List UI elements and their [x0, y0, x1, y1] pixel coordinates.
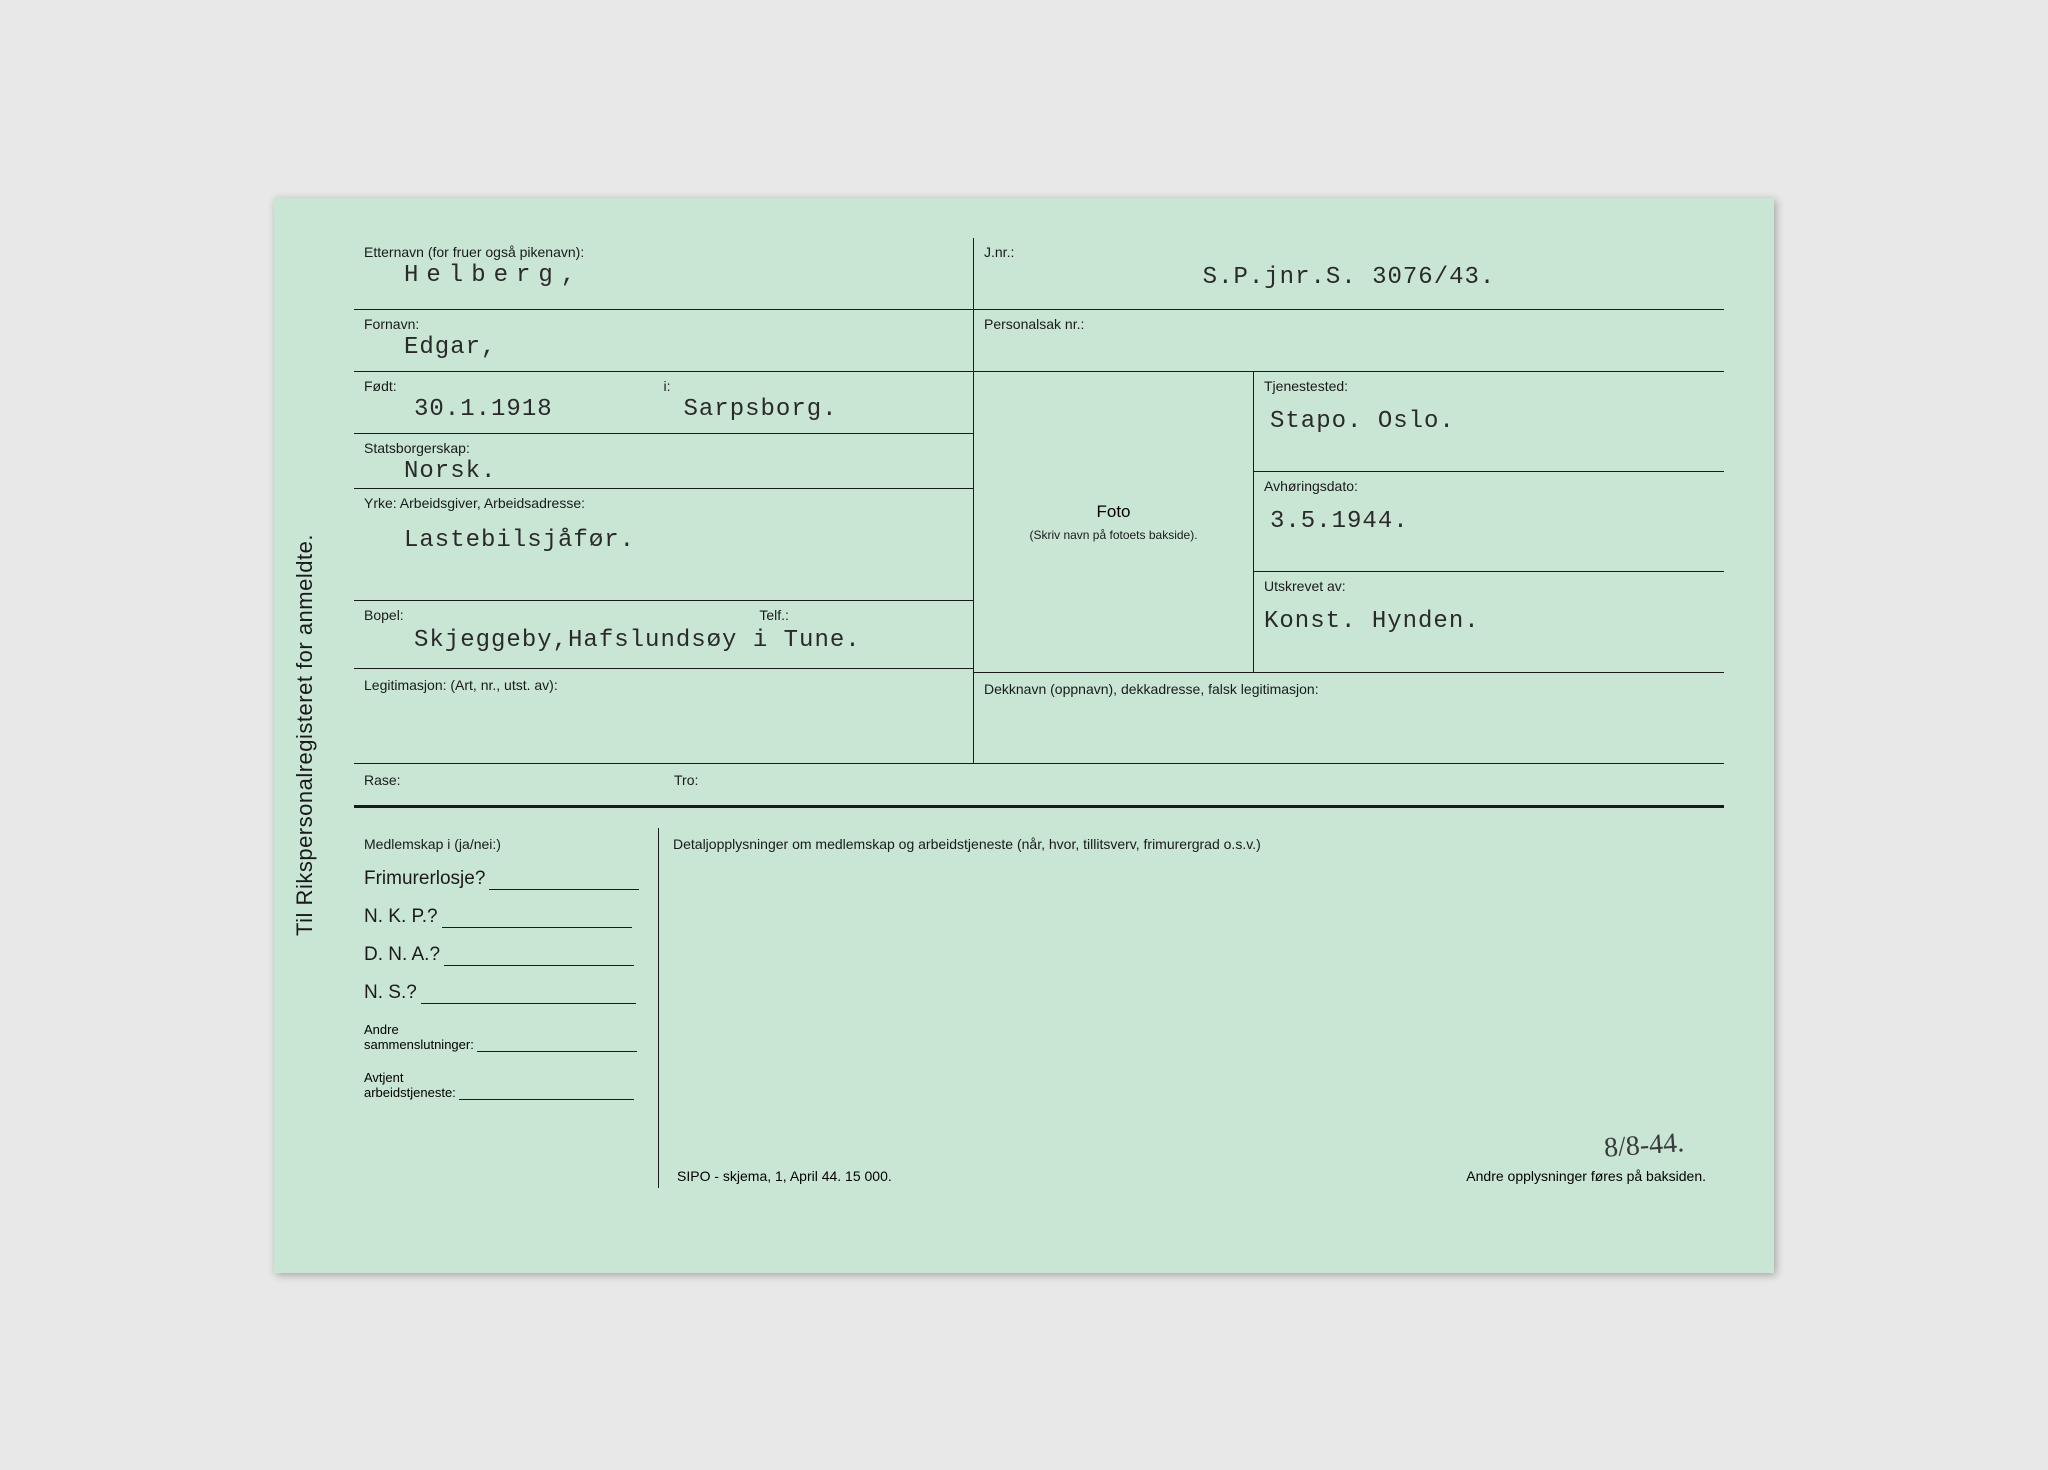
right-wrapper: J.nr.: S.P.jnr.S. 3076/43. Personalsak n… — [974, 238, 1724, 763]
label-fornavn: Fornavn: — [364, 316, 963, 332]
vertical-title: Til Rikspersonalregisteret for anmeldte. — [292, 534, 318, 936]
value-fornavn: Edgar, — [404, 334, 496, 361]
field-dekknavn: Dekknavn (oppnavn), dekkadresse, falsk l… — [974, 673, 1724, 763]
footer-sipo: SIPO - skjema, 1, April 44. 15 000. — [677, 1168, 892, 1184]
label-yrke: Yrke: Arbeidsgiver, Arbeidsadresse: — [364, 495, 963, 511]
field-statsborgerskap: Statsborgerskap: Norsk. — [354, 434, 973, 489]
field-avhoringsdato: Avhøringsdato: 3.5.1944. — [1254, 472, 1724, 572]
label-legitimasjon: Legitimasjon: (Art, nr., utst. av): — [364, 677, 963, 693]
value-etternavn: Helberg, — [404, 262, 583, 289]
label-fodt-i: i: — [664, 378, 964, 394]
value-tjenestested: Stapo. Oslo. — [1270, 408, 1455, 435]
membership-left: Medlemskap i (ja/nei:) Frimurerlosje? N.… — [354, 828, 659, 1188]
value-utskrevet: Konst. Hynden. — [1264, 608, 1480, 635]
label-etternavn: Etternavn (for fruer også pikenavn): — [364, 244, 963, 260]
value-fodt: 30.1.1918 — [414, 396, 553, 423]
field-personalsak: Personalsak nr.: — [974, 310, 1724, 372]
memb-andre-samm: Andre sammenslutninger: — [364, 1022, 648, 1052]
left-column: Etternavn (for fruer også pikenavn): Hel… — [354, 238, 974, 763]
memb-avtjent: Avtjent arbeidstjeneste: — [364, 1070, 648, 1100]
field-jnr: J.nr.: S.P.jnr.S. 3076/43. — [974, 238, 1724, 310]
field-bopel: Bopel: Telf.: Skjeggeby,Hafslundsøy i Tu… — [354, 601, 973, 669]
label-rase: Rase: — [364, 772, 654, 788]
value-fodt-sted: Sarpsborg. — [684, 396, 838, 423]
value-statsborgerskap: Norsk. — [404, 458, 496, 485]
label-utskrevet: Utskrevet av: — [1264, 578, 1714, 594]
label-telf: Telf.: — [759, 607, 963, 623]
label-personalsak: Personalsak nr.: — [984, 316, 1714, 332]
membership-section: Medlemskap i (ja/nei:) Frimurerlosje? N.… — [354, 828, 1724, 1188]
memb-dna: D. N. A.? — [364, 944, 648, 966]
value-jnr: S.P.jnr.S. 3076/43. — [1203, 264, 1496, 291]
label-detalj: Detaljopplysninger om medlemskap og arbe… — [673, 836, 1710, 852]
memb-frimurer: Frimurerlosje? — [364, 868, 648, 890]
label-tro: Tro: — [674, 772, 964, 788]
label-dekknavn: Dekknavn (oppnavn), dekkadresse, falsk l… — [984, 681, 1714, 697]
label-avhoringsdato: Avhøringsdato: — [1264, 478, 1714, 494]
value-bopel: Skjeggeby,Hafslundsøy i Tune. — [414, 627, 861, 654]
field-fodt: Født: 30.1.1918 i: Sarpsborg. — [354, 372, 973, 434]
thick-divider — [354, 805, 1724, 808]
value-avhoringsdato: 3.5.1944. — [1270, 508, 1409, 535]
label-medlemskap: Medlemskap i (ja/nei:) — [364, 836, 648, 852]
label-fodt: Født: — [364, 378, 664, 394]
label-statsborgerskap: Statsborgerskap: — [364, 440, 963, 456]
label-foto: Foto — [1096, 502, 1130, 522]
membership-right: Detaljopplysninger om medlemskap og arbe… — [659, 828, 1724, 1188]
right-column: Tjenestested: Stapo. Oslo. Avhøringsdato… — [1254, 372, 1724, 672]
registration-card: Til Rikspersonalregisteret for anmeldte.… — [274, 198, 1774, 1273]
footer-andre-oppl: Andre opplysninger føres på baksiden. — [1466, 1168, 1706, 1184]
label-bopel: Bopel: — [364, 607, 759, 623]
top-section: Etternavn (for fruer også pikenavn): Hel… — [354, 238, 1724, 763]
label-jnr: J.nr.: — [984, 244, 1714, 260]
field-fornavn: Fornavn: Edgar, — [354, 310, 973, 372]
field-etternavn: Etternavn (for fruer også pikenavn): Hel… — [354, 238, 973, 310]
foto-box: Foto (Skriv navn på fotoets bakside). — [974, 372, 1254, 672]
rase-tro-row: Rase: Tro: — [354, 763, 1724, 805]
field-legitimasjon: Legitimasjon: (Art, nr., utst. av): — [354, 669, 973, 763]
form-area: Etternavn (for fruer også pikenavn): Hel… — [354, 238, 1724, 1243]
memb-nkp: N. K. P.? — [364, 906, 648, 928]
field-yrke: Yrke: Arbeidsgiver, Arbeidsadresse: Last… — [354, 489, 973, 601]
label-foto-sub: (Skriv navn på fotoets bakside). — [1029, 528, 1197, 542]
field-utskrevet: Utskrevet av: Konst. Hynden. — [1254, 572, 1724, 671]
label-tjenestested: Tjenestested: — [1264, 378, 1714, 394]
handwritten-date: 8/8-44. — [1603, 1127, 1685, 1165]
value-yrke: Lastebilsjåfør. — [404, 527, 635, 554]
field-tjenestested: Tjenestested: Stapo. Oslo. — [1254, 372, 1724, 472]
memb-ns: N. S.? — [364, 982, 648, 1004]
